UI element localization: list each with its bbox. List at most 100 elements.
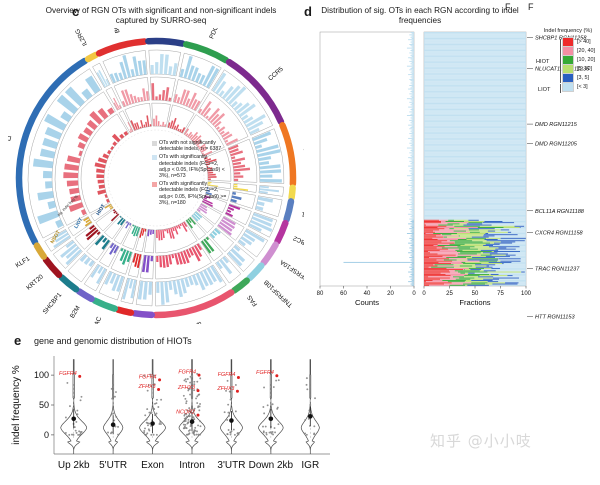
circos-bar	[207, 183, 211, 185]
fraction-segment	[493, 251, 521, 253]
circos-bar	[77, 133, 89, 143]
fraction-segment	[424, 260, 453, 262]
fraction-segment	[495, 248, 516, 250]
fraction-segment	[424, 229, 440, 231]
violin-point	[183, 379, 186, 382]
fraction-segment	[498, 247, 507, 249]
fraction-segment	[424, 186, 526, 188]
violin-point	[199, 403, 201, 405]
fraction-segment	[433, 233, 457, 234]
counts-bar	[409, 44, 414, 45]
circos-bar	[207, 167, 213, 170]
circos-bar	[140, 119, 144, 128]
fraction-segment	[424, 113, 526, 115]
circos-bar	[101, 239, 111, 250]
counts-bar	[411, 146, 414, 148]
fraction-segment	[491, 251, 494, 253]
circos-bar	[207, 169, 213, 172]
fraction-segment	[433, 230, 454, 232]
violin-point	[185, 427, 188, 430]
fraction-segment	[454, 242, 491, 244]
circos-bar	[132, 56, 139, 76]
violin-point	[149, 373, 152, 376]
circos-bar	[187, 131, 193, 138]
circos-bar	[129, 223, 132, 226]
violin-point	[262, 431, 265, 434]
fraction-segment	[500, 237, 526, 239]
fraction-segment	[489, 265, 526, 267]
circos-bar	[135, 227, 141, 237]
counts-bar	[411, 75, 414, 77]
circos-bar	[203, 269, 214, 286]
fraction-segment	[493, 245, 526, 247]
fraction-segment	[468, 222, 483, 224]
annotated-gene-label: FGFR4	[59, 371, 77, 377]
counts-bar	[411, 64, 414, 66]
fraction-segment	[424, 183, 526, 185]
fraction-segment	[437, 265, 460, 267]
circos-bar	[233, 175, 244, 178]
violin-mean-marker	[189, 419, 195, 425]
violin-point	[146, 408, 149, 411]
circos-bar	[205, 115, 209, 119]
fractions-tick-label: 25	[446, 291, 453, 297]
violin-point	[155, 433, 158, 436]
violin-point	[186, 433, 189, 436]
violin-point	[262, 425, 264, 428]
violin-point	[153, 374, 156, 377]
fraction-segment	[424, 51, 526, 53]
circos-bar	[118, 72, 124, 81]
fraction-segment	[468, 219, 479, 221]
violin-point	[274, 431, 277, 434]
circos-bar	[144, 228, 147, 232]
circos-bar	[83, 127, 94, 137]
fraction-segment	[424, 127, 526, 129]
circos-bar	[169, 120, 174, 129]
violin-point	[263, 386, 265, 389]
counts-bar	[408, 194, 414, 196]
violin-outline	[60, 359, 88, 454]
counts-bar	[411, 224, 414, 226]
circos-bar	[90, 264, 101, 278]
fraction-segment	[445, 220, 465, 222]
fraction-segment	[424, 239, 438, 240]
fraction-segment	[494, 228, 526, 230]
counts-bar	[411, 229, 414, 231]
circos-bar	[249, 127, 260, 135]
fraction-segment	[424, 148, 526, 150]
circos-bar	[187, 218, 192, 224]
fraction-segment	[447, 236, 472, 238]
fraction-segment	[437, 243, 450, 245]
fraction-segment	[517, 234, 526, 236]
circos-bar	[107, 107, 115, 115]
fraction-segment	[424, 68, 526, 70]
counts-bar	[406, 233, 414, 234]
fraction-segment	[454, 241, 483, 243]
violin-point	[182, 394, 185, 397]
counts-bar	[410, 273, 414, 275]
fraction-segment	[450, 275, 465, 277]
counts-bar	[410, 58, 414, 60]
circos-bar	[84, 221, 92, 227]
counts-bar	[410, 50, 414, 51]
violin-mean-marker	[268, 416, 274, 422]
circos-bar	[44, 126, 62, 140]
fraction-segment	[424, 270, 450, 272]
counts-bar	[411, 116, 414, 118]
circos-bar	[185, 249, 192, 258]
circos-bar	[210, 265, 223, 283]
e-y-tick-label: 100	[34, 370, 49, 380]
counts-bar	[409, 189, 414, 191]
counts-bar	[411, 72, 414, 74]
watermark: 知乎 @小小吱	[430, 432, 532, 450]
fraction-segment	[424, 155, 526, 157]
counts-bar	[411, 188, 414, 190]
fraction-segment	[424, 130, 526, 132]
fraction-segment	[472, 257, 496, 259]
counts-tick-label: 60	[340, 291, 347, 297]
fraction-segment	[441, 234, 452, 236]
fraction-segment	[424, 277, 450, 279]
circos-bar	[109, 73, 116, 84]
fraction-segment	[429, 257, 447, 259]
counts-bar	[411, 143, 414, 145]
